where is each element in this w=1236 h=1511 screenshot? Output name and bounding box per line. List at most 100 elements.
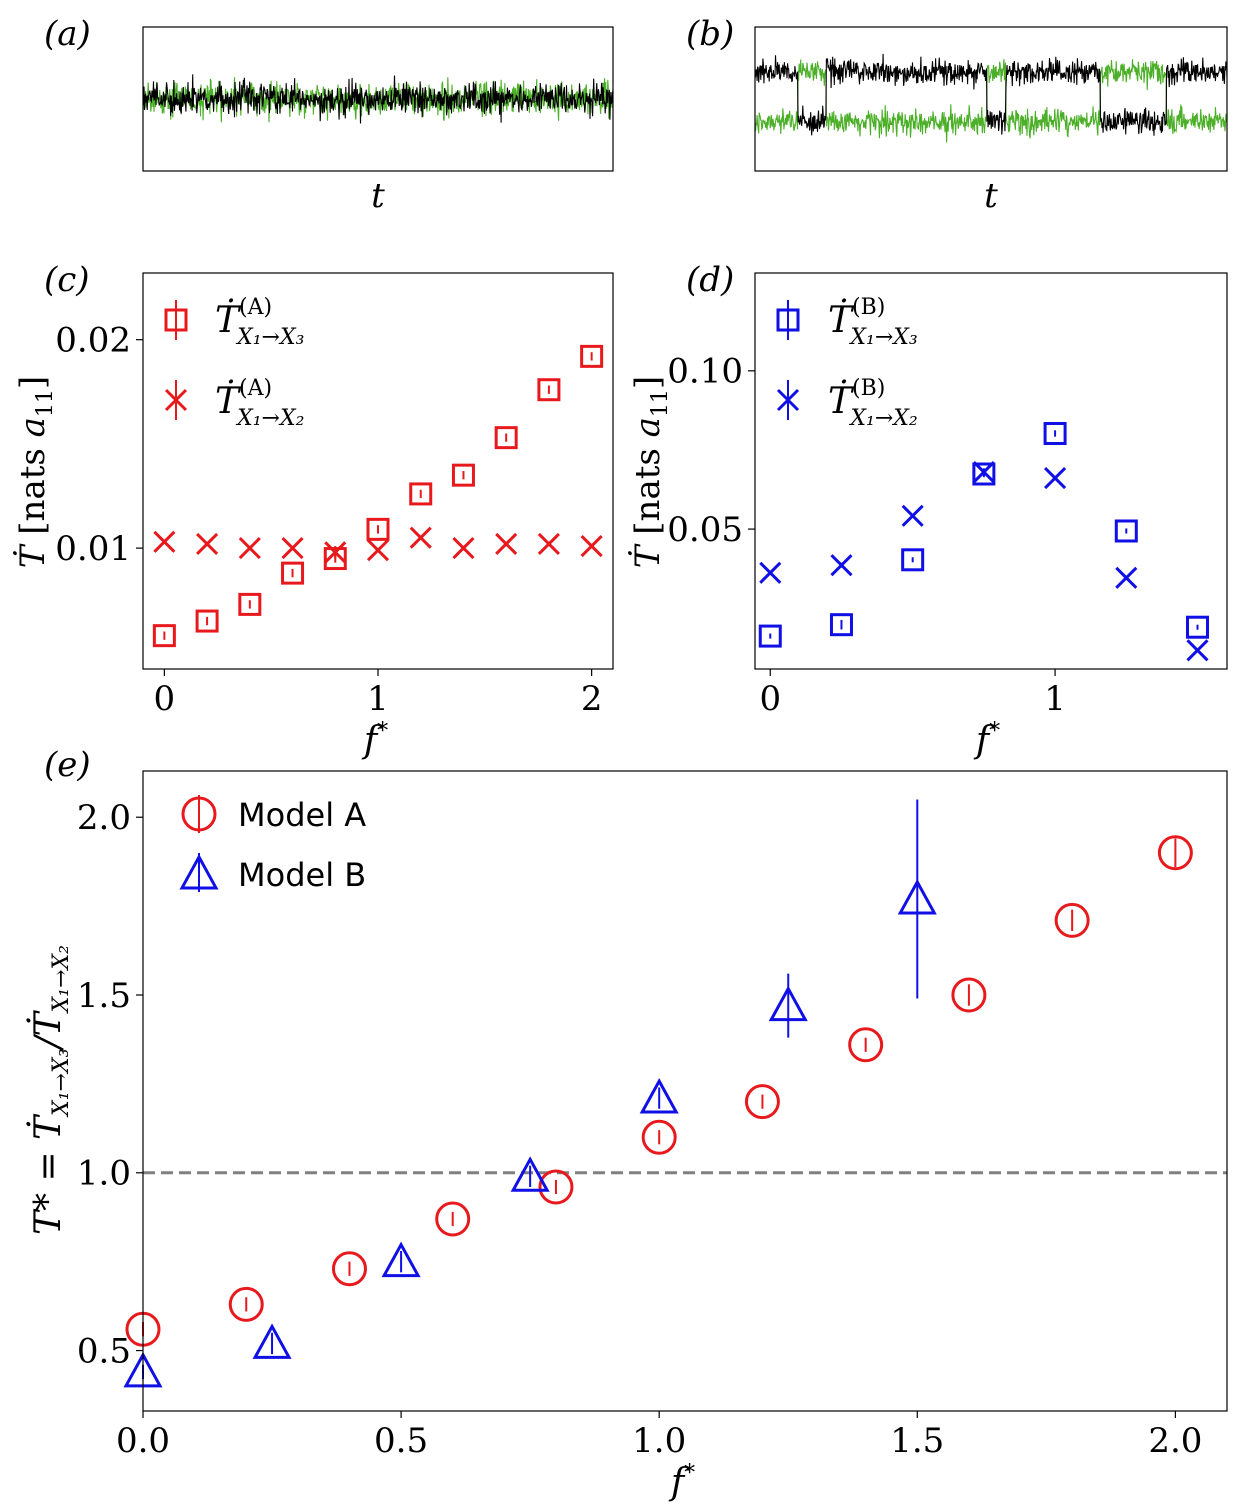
panel-d-series-2-point: [1186, 639, 1209, 662]
panel-letter-c: (c): [44, 260, 90, 300]
panel-d-series-2-point: [901, 504, 924, 527]
y-tick-label: 0.01: [55, 529, 131, 569]
panel-c-xlabel: f*: [361, 719, 388, 761]
panel-e: 0.0 0.5 1.0 1.5 2.00.51.01.52.0 f* T* = ṪX₁→…: [27, 770, 1228, 1503]
x-tick-label: 1.5: [890, 1421, 944, 1461]
panel-d-legend-2-sub: X₁→X₂: [848, 406, 917, 431]
panel-c-series-2-point: [238, 537, 261, 560]
panel-c-series-1-point: [451, 463, 475, 487]
panel-c-legend-markers: [164, 300, 188, 420]
x-tick-label: 1.0: [632, 1421, 686, 1461]
panel-e-triangle-point: [768, 985, 808, 1022]
panel-d-legend-markers: [776, 300, 800, 420]
panel-e-circle-point: [641, 1119, 677, 1155]
panel-e-circle-point: [228, 1286, 264, 1322]
panel-d-legend-1-main: Ṫ: [828, 299, 855, 341]
x-tick-label: 0: [759, 679, 781, 719]
panel-d-legend: Ṫ(B) X₁→X₃ Ṫ(B) X₁→X₂: [776, 295, 918, 431]
panel-c-series-1-point: [238, 592, 262, 616]
panel-c-series-2-point: [409, 526, 432, 549]
panel-c-series-2-point: [366, 539, 390, 562]
panel-e-ylabel: T* = ṪX₁→X₃/ṪX₁→X₂: [27, 945, 74, 1235]
panel-c-legend-2-sup: (A): [239, 376, 272, 401]
panel-c-legend-label-1: Ṫ(A) X₁→X₃: [215, 295, 304, 350]
panel-d-series-1-point: [1114, 519, 1138, 543]
panel-e-triangle-point: [510, 1156, 550, 1192]
x-tick-label: 0.0: [116, 1421, 170, 1461]
x-tick-label: 2.0: [1148, 1421, 1202, 1461]
x-tick-label: 2: [581, 679, 603, 719]
panel-c-series-1-point: [537, 378, 561, 402]
panel-c-legend-1-sub: X₁→X₃: [235, 325, 304, 350]
panel-c-ylabel: Ṫ [nats a11]: [13, 376, 58, 568]
panel-d-marks: [758, 421, 1209, 662]
panel-e-triangle-point: [381, 1241, 421, 1278]
panel-a-trace-black: [143, 74, 613, 124]
panel-c-legend-marker-1: [164, 308, 188, 332]
panel-c-series-1-point: [152, 624, 176, 648]
panel-a-traces: [143, 74, 613, 124]
panel-letter-e: (e): [44, 745, 91, 785]
panel-c-marks: [152, 344, 604, 648]
panel-d-legend-1-sub: X₁→X₃: [848, 325, 917, 350]
panel-e-circle-point: [331, 1251, 367, 1287]
y-tick-label: 0.10: [667, 352, 743, 392]
panel-d-series-1-point: [758, 624, 782, 648]
panel-c-series-2-point: [537, 532, 560, 556]
panel-e-circle-point: [435, 1201, 471, 1237]
panel-c-legend: Ṫ(A) X₁→X₃ Ṫ(A) X₁→X₂: [164, 295, 304, 431]
panel-c-legend-marker-2: [164, 388, 188, 412]
panel-e-ylabel-main: T* = Ṫ: [27, 1113, 69, 1235]
panel-e-legend-label-model-b: Model B: [238, 856, 366, 894]
panel-d-legend-marker-1: [776, 308, 800, 332]
panel-a-xlabel: t: [371, 176, 385, 216]
panel-d-legend-marker-2: [776, 388, 800, 412]
panel-e-circle-point: [951, 977, 987, 1013]
panel-c-series-1-point: [366, 517, 390, 541]
x-tick-label: 0: [154, 679, 176, 719]
y-tick-label: 0.5: [77, 1331, 131, 1371]
panel-d-legend-label-2: Ṫ(B) X₁→X₂: [828, 376, 918, 431]
panel-b-frame: [754, 26, 1228, 172]
panel-d-series-2-point: [1044, 467, 1067, 490]
panel-e-ylabel-sub1: X₁→X₃: [49, 1049, 74, 1118]
panel-d-series-2-point: [759, 561, 782, 584]
panel-c-legend-1-sup: (A): [239, 295, 272, 320]
y-tick-label: 0.05: [667, 510, 743, 550]
panel-c-legend-label-2: Ṫ(A) X₁→X₂: [215, 376, 304, 431]
y-tick-label: 1.5: [77, 976, 131, 1016]
panel-d: 0 10.050.10 f* Ṫ [nats a11] Ṫ(B) X₁→X₃ Ṫ(B…: [628, 272, 1228, 761]
panel-d-series-1-point: [829, 613, 853, 637]
panel-e-marks: [123, 799, 1193, 1388]
panel-letter-b: (b): [686, 14, 734, 54]
panel-e-xlabel: f*: [668, 1461, 695, 1503]
panel-a: t: [142, 26, 614, 216]
panel-c-ticks: 0 1 2 0.01 0.02: [55, 321, 602, 719]
panel-c-series-2-point: [452, 537, 475, 560]
panel-d-ticks: 0 1 0.05 0.10: [667, 352, 1066, 719]
panel-e-triangle-point: [897, 878, 937, 915]
panel-d-ylabel: Ṫ [nats a11]: [628, 376, 673, 568]
panel-b-trace-black: [755, 53, 1227, 136]
panel-e-ylabel-sub2: X₁→X₂: [49, 945, 74, 1014]
panel-d-frame: [754, 272, 1228, 670]
panel-d-series-1-point: [901, 548, 925, 572]
panel-b: t: [754, 26, 1228, 216]
panel-c-series-2-point: [281, 537, 304, 560]
panel-c-legend-1-main: Ṫ: [215, 299, 242, 341]
panel-c-series-1-point: [494, 426, 518, 450]
panel-b-xlabel: t: [984, 176, 998, 216]
panel-letter-d: (d): [686, 260, 734, 300]
panel-e-triangle-point: [252, 1323, 292, 1359]
panel-d-series-2-point: [1115, 566, 1138, 589]
panel-d-legend-2-sup: (B): [852, 376, 885, 401]
panel-c-legend-2-main: Ṫ: [215, 380, 242, 422]
legend-model-b-marker: [179, 853, 219, 890]
panel-d-series-1-point: [1185, 615, 1209, 639]
y-tick-label: 0.02: [55, 321, 131, 361]
panel-e-circle-point: [848, 1027, 884, 1063]
panel-c-series-2-point: [495, 532, 518, 556]
y-tick-label: 2.0: [77, 798, 131, 838]
panel-d-legend-1-sup: (B): [852, 295, 885, 320]
panel-b-trace-green: [755, 59, 1227, 143]
